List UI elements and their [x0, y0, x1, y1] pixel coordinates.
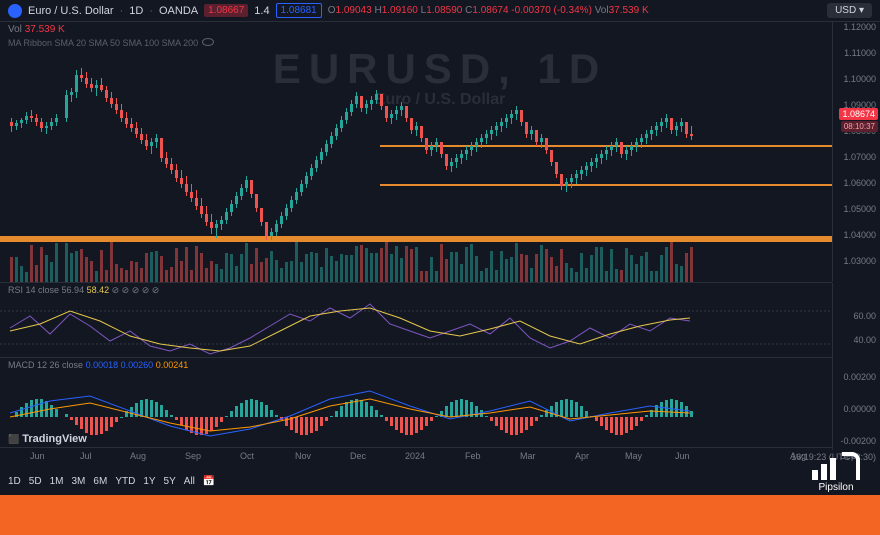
- timeframe-YTD[interactable]: YTD: [115, 476, 135, 487]
- spread: 1.4: [254, 5, 269, 17]
- calendar-icon[interactable]: 📅: [203, 476, 215, 487]
- timeframe-1M[interactable]: 1M: [50, 476, 64, 487]
- currency-selector[interactable]: USD ▾: [827, 3, 872, 18]
- chart-header: Euro / U.S. Dollar · 1D · OANDA 1.08667 …: [0, 0, 880, 22]
- time-axis[interactable]: JunJulAugSepOctNovDec2024FebMarAprMayJun…: [0, 447, 832, 465]
- macd-header: MACD 12 26 close 0.00018 0.00260 0.00241: [0, 358, 832, 372]
- interval[interactable]: 1D: [129, 5, 143, 17]
- timeframe-1Y[interactable]: 1Y: [143, 476, 155, 487]
- timeframe-6M[interactable]: 6M: [93, 476, 107, 487]
- symbol-name[interactable]: Euro / U.S. Dollar: [28, 5, 114, 17]
- tradingview-logo[interactable]: TradingView: [8, 433, 87, 445]
- volume-row: Vol 37.539 K: [0, 22, 880, 37]
- rsi-axis: 60.0040.00: [832, 283, 880, 358]
- timeframe-1D[interactable]: 1D: [8, 476, 21, 487]
- pipsilon-brand: Pipsilon: [812, 448, 860, 493]
- timeframe-5Y[interactable]: 5Y: [164, 476, 176, 487]
- ma-ribbon-row: MA Ribbon SMA 20 SMA 50 SMA 100 SMA 200: [0, 37, 880, 49]
- price-axis[interactable]: 1.120001.110001.100001.090001.080001.070…: [832, 22, 880, 282]
- bid-badge: 1.08667: [204, 4, 248, 17]
- ohlc-display: O1.09043 H1.09160 L1.08590 C1.08674 -0.0…: [328, 5, 649, 16]
- pipsilon-icon: [812, 448, 860, 480]
- timeframe-5D[interactable]: 5D: [29, 476, 42, 487]
- chevron-down-icon: ▾: [859, 5, 864, 16]
- macd-panel[interactable]: MACD 12 26 close 0.00018 0.00260 0.00241…: [0, 357, 832, 449]
- timeframe-All[interactable]: All: [184, 476, 195, 487]
- macd-axis: 0.002000.00000-0.00200: [832, 358, 880, 450]
- visibility-icon[interactable]: [202, 38, 214, 46]
- ask-badge: 1.08681: [276, 3, 322, 18]
- timeframe-3M[interactable]: 3M: [72, 476, 86, 487]
- trading-chart: Euro / U.S. Dollar · 1D · OANDA 1.08667 …: [0, 0, 880, 495]
- timeframe-bar: 1D 5D 1M 3M 6M YTD 1Y 5Y All 📅: [8, 476, 215, 487]
- provider: OANDA: [159, 5, 198, 17]
- symbol-icon: [8, 4, 22, 18]
- footer-bar: [0, 495, 880, 535]
- price-chart[interactable]: [0, 50, 832, 282]
- rsi-panel[interactable]: RSI 14 close 56.94 58.42 ⊘ ⊘ ⊘ ⊘ ⊘ 60.00…: [0, 282, 832, 357]
